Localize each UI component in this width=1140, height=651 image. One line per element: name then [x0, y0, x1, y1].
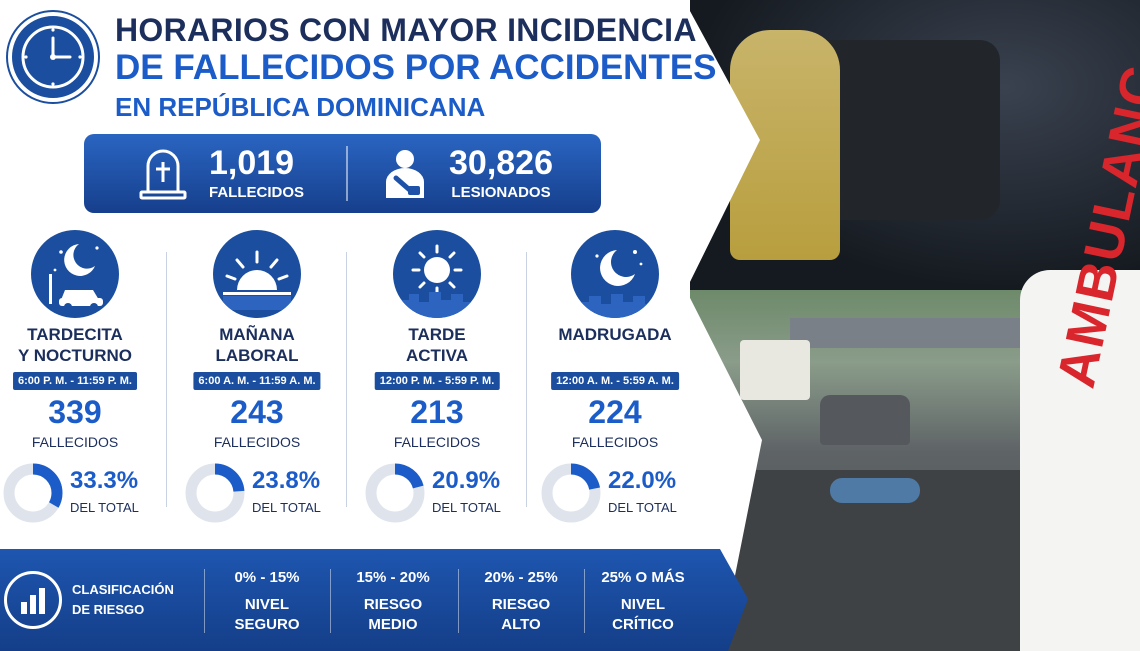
period-name: MADRUGADA [558, 325, 672, 344]
column-divider [166, 252, 167, 507]
sunrise-icon [213, 230, 301, 318]
period-deaths-label: FALLECIDOS [571, 434, 659, 450]
period-percent: 33.3% [70, 467, 139, 494]
risk-range: 25% O MÁS [601, 569, 685, 586]
period-time-range: 6:00 P. M. - 11:59 P. M. [13, 372, 137, 390]
risk-label: NIVEL CRÍTICO [612, 596, 674, 633]
risk-range: 0% - 15% [234, 569, 300, 586]
moon-icon [571, 230, 659, 318]
period-time-range: 12:00 P. M. - 5:59 P. M. [374, 372, 500, 390]
title-line-3: EN REPÚBLICA DOMINICANA [115, 92, 486, 122]
period-deaths-label: FALLECIDOS [31, 434, 119, 450]
totals-divider [346, 146, 348, 201]
sun-icon [393, 230, 481, 318]
column-divider [346, 252, 347, 507]
column-divider [526, 252, 527, 507]
clock-icon [8, 12, 98, 102]
risk-label: RIESGO MEDIO [363, 596, 423, 633]
wrecked-car [810, 40, 1000, 220]
period-deaths-count: 243 [230, 394, 284, 430]
pedestrian-bridge [790, 318, 1050, 348]
covered-victim [830, 478, 920, 503]
period-card: TARDE ACTIVA 12:00 P. M. - 5:59 P. M. 21… [348, 226, 526, 526]
donut-arc [365, 463, 425, 523]
period-total-label: DEL TOTAL [432, 500, 501, 515]
period-time-range: 12:00 A. M. - 5:59 A. M. [551, 372, 679, 390]
donut-arc [3, 463, 63, 523]
period-name: MAÑANA LABORAL [215, 325, 299, 365]
ambulance [1020, 270, 1140, 651]
risk-level: 20% - 25% RIESGO ALTO [458, 569, 584, 635]
title-line-1: HORARIOS CON MAYOR INCIDENCIA [115, 12, 697, 48]
risk-label: NIVEL SEGURO [234, 596, 300, 633]
period-total-label: DEL TOTAL [608, 500, 677, 515]
risk-range: 15% - 20% [356, 569, 430, 586]
period-deaths-label: FALLECIDOS [213, 434, 301, 450]
period-donut-chart [3, 463, 63, 523]
period-card: TARDECITA Y NOCTURNO 6:00 P. M. - 11:59 … [0, 226, 164, 526]
gravestone-icon [138, 148, 188, 205]
period-name: TARDECITA Y NOCTURNO [18, 325, 132, 365]
infographic-panel: HORARIOS CON MAYOR INCIDENCIA DE FALLECI… [0, 12, 717, 526]
period-card: MAÑANA LABORAL 6:00 A. M. - 11:59 A. M. … [168, 226, 346, 526]
donut-arc [185, 463, 245, 523]
period-total-label: DEL TOTAL [252, 500, 321, 515]
period-donut-chart [185, 463, 245, 523]
injured-person-icon [382, 148, 428, 205]
parked-car [820, 395, 910, 445]
risk-level: 15% - 20% RIESGO MEDIO [330, 569, 456, 635]
risk-range: 20% - 25% [484, 569, 558, 586]
risk-divider [330, 569, 331, 633]
risk-title: CLASIFICACIÓN DE RIESGO [72, 582, 174, 617]
period-donut-chart [541, 463, 601, 523]
risk-divider [204, 569, 205, 633]
period-total-label: DEL TOTAL [70, 500, 139, 515]
period-percent: 20.9% [432, 467, 501, 494]
accident-photo-collage: AMBULANC [690, 0, 1140, 651]
period-percent: 23.8% [252, 467, 321, 494]
donut-arc [541, 463, 601, 523]
risk-classification-bar: CLASIFICACIÓN DE RIESGO 0% - 15% NIVEL S… [0, 549, 748, 651]
bar-chart-icon [4, 571, 62, 629]
period-deaths-count: 224 [588, 394, 642, 430]
deaths-value: 1,019 [209, 144, 295, 182]
risk-divider [584, 569, 585, 633]
title-line-2: DE FALLECIDOS POR ACCIDENTES [115, 48, 717, 87]
period-percent: 22.0% [608, 467, 677, 494]
period-name: TARDE ACTIVA [405, 325, 468, 365]
injured-label: LESIONADOS [451, 184, 551, 201]
deaths-label: FALLECIDOS [209, 184, 305, 201]
period-card: MADRUGADA 12:00 A. M. - 5:59 A. M. 224 F… [526, 226, 704, 526]
deaths-total: 1,019 FALLECIDOS [209, 144, 304, 201]
truck [740, 340, 810, 400]
period-deaths-count: 339 [48, 394, 102, 430]
night-car-icon [31, 230, 119, 318]
risk-divider [458, 569, 459, 633]
injured-total: 30,826 LESIONADOS [449, 144, 553, 201]
period-deaths-count: 213 [410, 394, 464, 430]
risk-level: 0% - 15% NIVEL SEGURO [204, 569, 330, 635]
totals-bar: 1,019 FALLECIDOS 30,826 LESIONADOS [84, 134, 601, 213]
period-donut-chart [365, 463, 425, 523]
risk-level: 25% O MÁS NIVEL CRÍTICO [580, 569, 706, 635]
period-time-range: 6:00 A. M. - 11:59 A. M. [193, 372, 321, 390]
period-deaths-label: FALLECIDOS [393, 434, 481, 450]
injured-value: 30,826 [449, 144, 553, 182]
risk-label: RIESGO ALTO [491, 596, 551, 633]
